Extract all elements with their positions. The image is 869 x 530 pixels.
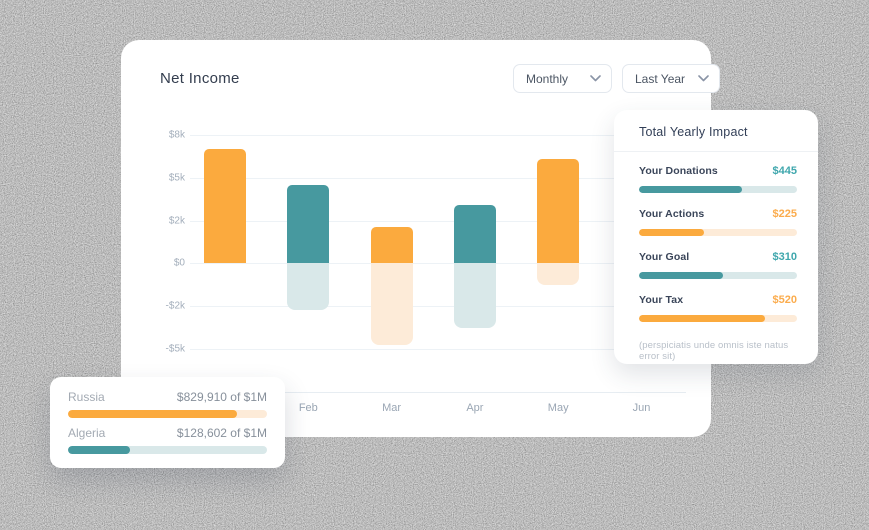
total-yearly-impact-panel: Total Yearly Impact Your Donations $445 … bbox=[614, 110, 818, 364]
impact-row-goal: Your Goal $310 bbox=[639, 251, 797, 279]
x-tick-label: May bbox=[547, 402, 569, 414]
y-tick-label: $5k bbox=[168, 172, 185, 184]
progress-fill bbox=[639, 229, 704, 236]
impact-row-label: Your Donations bbox=[639, 165, 718, 177]
country-label: Algeria bbox=[68, 426, 106, 440]
impact-row-donations: Your Donations $445 bbox=[639, 165, 797, 193]
progress-fill bbox=[68, 410, 238, 418]
x-tick-label: Jun bbox=[632, 402, 651, 414]
grid-line bbox=[190, 177, 686, 179]
impact-row-label: Your Tax bbox=[639, 294, 684, 306]
card-header: Net Income Monthly Last Year bbox=[160, 64, 720, 94]
progress-track bbox=[68, 446, 267, 454]
impact-row-value: $310 bbox=[772, 251, 797, 263]
net-income-bar-chart: $8k$5k$2k$0-$2k-$5kJanFebMarAprMayJun bbox=[121, 40, 711, 437]
chevron-down-icon bbox=[698, 75, 709, 82]
progress-track bbox=[639, 272, 797, 279]
y-tick-label: $2k bbox=[168, 215, 185, 227]
progress-track bbox=[639, 229, 797, 236]
progress-fill bbox=[639, 272, 723, 279]
page-title: Net Income bbox=[160, 70, 240, 87]
progress-fill bbox=[68, 446, 130, 454]
progress-row-russia: Russia $829,910 of $1M bbox=[68, 390, 267, 418]
country-value: $829,910 of $1M bbox=[176, 390, 267, 404]
chart-bar-negative-faded[interactable] bbox=[287, 263, 330, 311]
grid-line bbox=[190, 306, 686, 308]
x-tick-label: Feb bbox=[298, 402, 318, 414]
impact-row-value: $225 bbox=[772, 208, 797, 220]
x-tick-label: Apr bbox=[466, 402, 484, 414]
y-tick-label: -$5k bbox=[165, 343, 185, 355]
range-dropdown[interactable]: Last Year bbox=[622, 64, 720, 93]
divider bbox=[614, 151, 818, 152]
y-tick-label: -$2k bbox=[165, 300, 185, 312]
chevron-down-icon bbox=[590, 75, 601, 82]
impact-row-tax: Your Tax $520 bbox=[639, 294, 797, 322]
progress-fill bbox=[639, 315, 766, 322]
impact-row-label: Your Actions bbox=[639, 208, 705, 220]
chart-bar-positive[interactable] bbox=[453, 204, 496, 264]
progress-fill bbox=[639, 186, 742, 193]
x-axis-line bbox=[190, 392, 686, 393]
chart-bar-positive[interactable] bbox=[370, 227, 413, 264]
progress-track bbox=[639, 315, 797, 322]
chart-bar-positive[interactable] bbox=[204, 149, 246, 264]
country-label: Russia bbox=[68, 390, 105, 404]
period-dropdown-value: Monthly bbox=[526, 71, 569, 86]
chart-bar-positive[interactable] bbox=[537, 159, 580, 264]
chart-bar-negative-faded[interactable] bbox=[370, 263, 413, 345]
impact-row-label: Your Goal bbox=[639, 251, 690, 263]
net-income-card: Net Income Monthly Last Year $8k $5k $2k $0… bbox=[121, 40, 720, 437]
country-progress-card: Russia $829,910 of $1M Algeria $128,602 … bbox=[50, 377, 285, 468]
impact-row-value: $520 bbox=[772, 294, 797, 306]
y-tick-label: $0 bbox=[173, 257, 185, 269]
chart-bar-negative-faded[interactable] bbox=[537, 263, 580, 285]
grid-line bbox=[190, 135, 686, 136]
progress-row-algeria: Algeria $128,602 of $1M bbox=[68, 426, 267, 454]
range-dropdown-value: Last Year bbox=[635, 71, 686, 86]
impact-row-actions: Your Actions $225 bbox=[639, 208, 797, 236]
country-value: $128,602 of $1M bbox=[176, 426, 267, 440]
impact-row-value: $445 bbox=[772, 165, 797, 177]
progress-track bbox=[68, 410, 267, 418]
y-tick-label: $8k bbox=[168, 129, 185, 141]
panel-caption: (perspiciatis unde omnis iste natus erro… bbox=[639, 340, 789, 362]
progress-track bbox=[639, 186, 797, 193]
grid-line bbox=[190, 220, 686, 222]
x-tick-label: Mar bbox=[382, 402, 402, 414]
grid-line bbox=[190, 263, 686, 265]
panel-title: Total Yearly Impact bbox=[639, 125, 748, 139]
chart-bar-negative-faded[interactable] bbox=[453, 263, 496, 328]
grid-line bbox=[190, 349, 686, 350]
chart-bar-positive[interactable] bbox=[287, 184, 330, 264]
period-dropdown[interactable]: Monthly bbox=[513, 64, 612, 93]
